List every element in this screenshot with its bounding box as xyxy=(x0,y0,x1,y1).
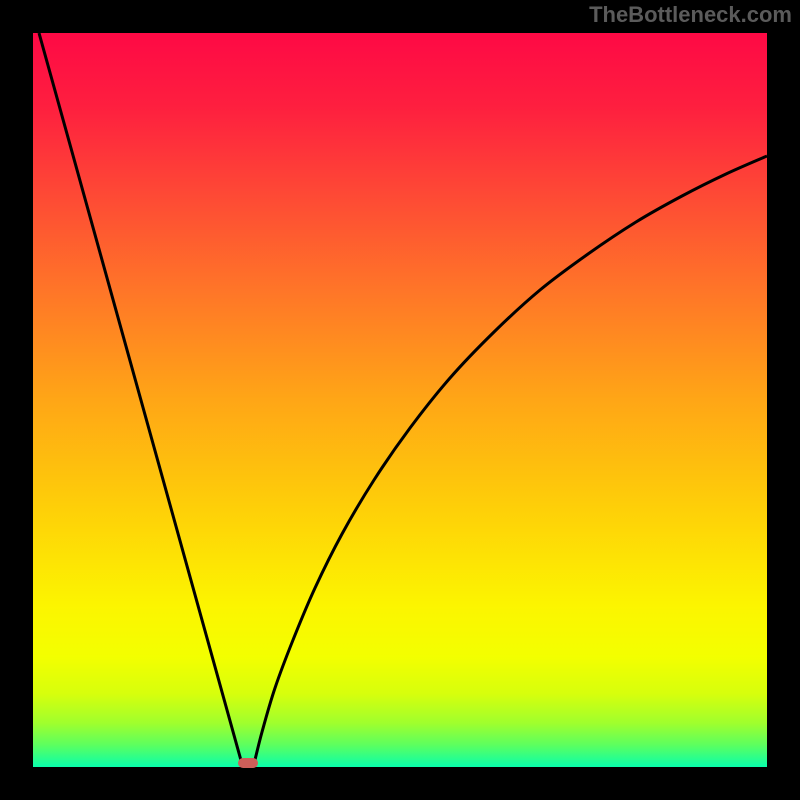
curve-overlay xyxy=(0,0,800,800)
watermark-text: TheBottleneck.com xyxy=(589,2,792,28)
minimum-marker xyxy=(238,758,258,768)
curve-left-branch xyxy=(39,33,242,764)
chart-container: TheBottleneck.com xyxy=(0,0,800,800)
curve-right-branch xyxy=(254,156,767,764)
